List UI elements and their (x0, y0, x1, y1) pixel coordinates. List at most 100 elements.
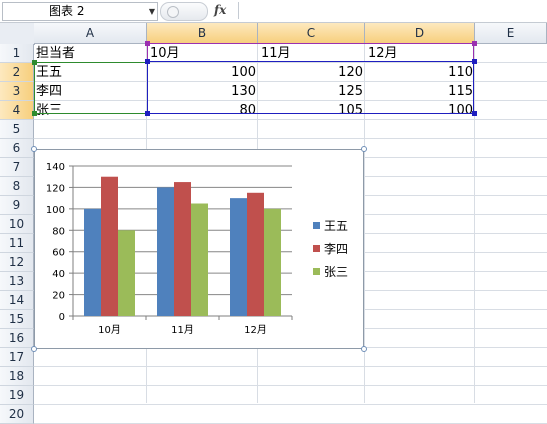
cell-a3[interactable]: 李四 (36, 84, 63, 99)
row-gridline (34, 385, 547, 386)
formula-bar: 图表 2 ▼ fx (0, 0, 547, 23)
column-header-a[interactable]: A (34, 23, 147, 44)
series-name-range-highlight (147, 43, 474, 63)
range-handle[interactable] (472, 59, 477, 64)
cell-b2[interactable]: 100 (231, 65, 256, 80)
row-header-2[interactable]: 2 (0, 63, 34, 82)
cell-a1[interactable]: 担当者 (36, 46, 76, 61)
range-handle[interactable] (145, 59, 150, 64)
row-header-16[interactable]: 16 (0, 329, 34, 348)
row-header-11[interactable]: 11 (0, 234, 34, 253)
range-handle[interactable] (145, 111, 150, 116)
cell-d1[interactable]: 12月 (368, 46, 398, 61)
cell-d3[interactable]: 115 (448, 84, 473, 99)
name-box-value: 图表 2 (49, 4, 85, 18)
column-gridline (474, 44, 475, 403)
circle-icon (167, 6, 179, 18)
row-gridline (34, 81, 547, 82)
row-header-6[interactable]: 6 (0, 139, 34, 158)
row-header-10[interactable]: 10 (0, 215, 34, 234)
row-header-4[interactable]: 4 (0, 101, 34, 120)
cell-a2[interactable]: 王五 (36, 65, 63, 80)
bar-李四-11月 (174, 182, 191, 316)
y-tick-label: 120 (46, 183, 65, 194)
column-header-c[interactable]: C (258, 23, 365, 44)
bar-王五-11月 (157, 187, 174, 316)
row-header-5[interactable]: 5 (0, 120, 34, 139)
cell-b3[interactable]: 130 (231, 84, 256, 99)
row-gridline (34, 100, 547, 101)
x-tick-label: 11月 (171, 324, 194, 336)
category-range-highlight (34, 62, 148, 114)
chart-resize-handle[interactable] (31, 146, 37, 152)
row-header-15[interactable]: 15 (0, 310, 34, 329)
x-tick-label: 12月 (244, 324, 267, 336)
bar-张三-12月 (264, 208, 281, 316)
range-handle[interactable] (32, 111, 37, 116)
chart-resize-handle[interactable] (31, 346, 37, 352)
chart-area[interactable]: 0 20 40 60 80 100 120 140 10月 11月 12月 王五 李四 张三 (34, 149, 364, 349)
range-handle[interactable] (472, 41, 477, 46)
legend-swatch-张三 (313, 268, 320, 275)
column-header-e[interactable]: E (475, 23, 547, 44)
chevron-down-icon[interactable]: ▼ (148, 7, 155, 16)
bar-王五-12月 (230, 198, 247, 316)
insert-function-icon[interactable]: fx (214, 3, 227, 17)
row-gridline (34, 366, 547, 367)
cell-d2[interactable]: 110 (448, 65, 473, 80)
row-header-8[interactable]: 8 (0, 177, 34, 196)
y-tick-label: 140 (46, 162, 65, 173)
row-header-14[interactable]: 14 (0, 291, 34, 310)
bar-李四-10月 (101, 176, 118, 316)
value-range-highlight (147, 61, 474, 114)
row-header-3[interactable]: 3 (0, 82, 34, 101)
row-header-17[interactable]: 17 (0, 348, 34, 367)
legend-swatch-李四 (313, 245, 320, 252)
row-header-19[interactable]: 19 (0, 386, 34, 405)
cell-b1[interactable]: 10月 (150, 46, 180, 61)
cell-a4[interactable]: 张三 (36, 103, 63, 118)
legend-swatch-王五 (313, 222, 320, 229)
bar-张三-10月 (118, 230, 135, 316)
bar-张三-11月 (191, 203, 208, 316)
row-gridline (34, 119, 547, 120)
row-header-20[interactable]: 20 (0, 405, 34, 424)
select-all-button[interactable] (0, 23, 35, 45)
cell-c3[interactable]: 125 (338, 84, 363, 99)
bar-李四-12月 (247, 192, 264, 316)
column-header-d[interactable]: D (365, 23, 475, 44)
name-box[interactable]: 图表 2 ▼ (2, 2, 158, 21)
cell-b4[interactable]: 80 (239, 103, 256, 118)
cell-c2[interactable]: 120 (338, 65, 363, 80)
chart-resize-handle[interactable] (361, 346, 367, 352)
range-handle[interactable] (32, 60, 37, 65)
column-header-b[interactable]: B (147, 23, 258, 44)
row-header-1[interactable]: 1 (0, 44, 34, 63)
y-tick-label: 40 (52, 269, 65, 280)
cell-c4[interactable]: 105 (338, 103, 363, 118)
y-tick-label: 60 (52, 248, 65, 259)
cell-c1[interactable]: 11月 (261, 46, 291, 61)
y-tick-label: 20 (52, 291, 65, 302)
row-gridline (34, 62, 547, 63)
row-header-7[interactable]: 7 (0, 158, 34, 177)
formula-input[interactable] (238, 2, 546, 19)
row-header-9[interactable]: 9 (0, 196, 34, 215)
legend-label: 王五 (324, 219, 348, 233)
range-handle[interactable] (145, 41, 150, 46)
cell-d4[interactable]: 100 (448, 103, 473, 118)
bar-王五-10月 (84, 208, 101, 316)
legend-label: 张三 (324, 265, 348, 279)
row-gridline (34, 138, 547, 139)
formula-bar-resize-handle[interactable] (160, 2, 208, 21)
y-tick-label: 100 (46, 205, 65, 216)
row-header-18[interactable]: 18 (0, 367, 34, 386)
row-gridline (34, 404, 547, 405)
row-header-12[interactable]: 12 (0, 253, 34, 272)
y-tick-label: 80 (52, 226, 65, 237)
column-gridline (364, 44, 365, 403)
row-header-13[interactable]: 13 (0, 272, 34, 291)
chart-resize-handle[interactable] (361, 146, 367, 152)
range-handle[interactable] (472, 111, 477, 116)
